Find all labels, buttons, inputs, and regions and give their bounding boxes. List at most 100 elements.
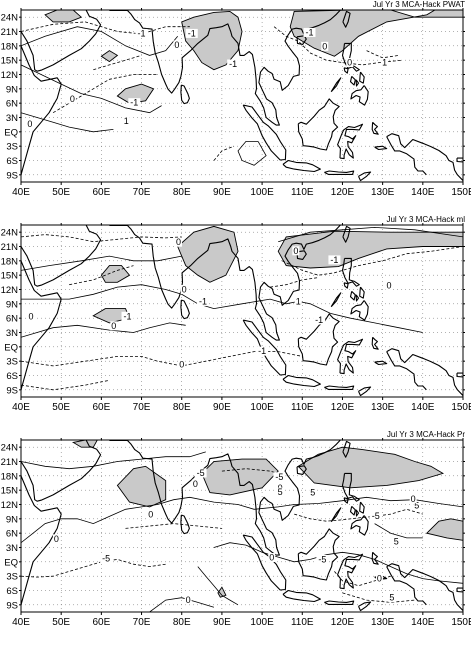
y-tick-label: 15N: [1, 486, 19, 497]
x-tick-label: 110E: [291, 617, 314, 628]
shaded-regions: [92, 225, 463, 324]
map-panel-pr: Jul Yr 3 MCA-Hack Pr -5-505505000-50-5-5…: [0, 430, 471, 645]
coastline: [355, 509, 360, 517]
coastline: [109, 10, 341, 126]
axes: 40E 50E 60E 70E 80E 90E 100E 110E 120E 130E 140E 15…: [1, 8, 471, 198]
contour-label-bg: [413, 500, 421, 510]
contour-label-bg: [175, 237, 183, 247]
coastline: [386, 348, 463, 397]
contour-dashed: [21, 21, 190, 35]
coastline: [180, 84, 190, 105]
contour-label: 0: [27, 119, 32, 129]
contour-label-bg: [392, 536, 400, 546]
shaded-region: [100, 265, 131, 283]
coastline: [21, 225, 102, 287]
contour-solid: [278, 226, 463, 243]
y-tick-label: 9S: [6, 170, 18, 181]
y-tick-label: 3N: [6, 328, 18, 339]
coastline: [386, 351, 427, 391]
contour-label-bg: [185, 28, 198, 38]
contour-label-bg: [316, 554, 329, 564]
contour-solid: [237, 141, 267, 166]
contour-label: -5: [318, 554, 326, 564]
contour-solid: [21, 322, 186, 338]
coastline: [21, 440, 102, 502]
contour-label-bg: [180, 285, 188, 294]
contour-label: 5: [394, 536, 399, 546]
contour-dashed: [270, 277, 319, 288]
contour-label-bg: [194, 468, 207, 478]
contour-label: 0: [387, 281, 392, 291]
coastline: [342, 225, 351, 243]
panel-title: Jul Yr 3 MCA-Hack PWAT: [372, 0, 465, 9]
coastline: [330, 77, 342, 93]
coastline: [324, 170, 355, 175]
coastline: [358, 601, 372, 612]
y-tick-label: 6S: [6, 586, 18, 597]
y-tick-label: 12N: [1, 285, 19, 296]
shaded-region: [100, 50, 119, 63]
y-tick-label: 9S: [6, 600, 18, 611]
coastline: [341, 257, 360, 287]
contour-label-bg: [292, 246, 300, 256]
map-svg: -5-505505000-50-5-5500540E50E60E70E80E90…: [1, 438, 471, 628]
contour-label: -5: [102, 553, 110, 563]
coastline: [282, 159, 321, 173]
y-tick-label: 9N: [6, 514, 18, 525]
contour-label: 0: [186, 595, 191, 605]
coastline: [296, 465, 307, 475]
x-tick-label: 140E: [411, 617, 435, 628]
contour-label-bg: [178, 360, 186, 370]
contour-solid: [21, 255, 182, 271]
coastline: [337, 553, 364, 590]
x-tick-label: 50E: [52, 187, 70, 198]
x-tick-label: 70E: [133, 617, 151, 628]
coastline: [456, 587, 463, 593]
x-tick-label: 150E: [451, 402, 471, 413]
coastline: [242, 534, 287, 591]
shaded-regions: [71, 440, 463, 598]
x-tick-label: 60E: [92, 402, 110, 413]
contour-label: 0: [54, 534, 59, 544]
y-tick-label: 3S: [6, 572, 18, 583]
shaded-regions: [44, 10, 463, 104]
coastline: [386, 136, 427, 176]
contour-labels: 0 0 -1 0 -1 1 -1 0 0 -1 0 0 -1: [27, 237, 393, 370]
coastline: [342, 10, 351, 28]
shaded-region: [297, 446, 445, 489]
contour-label: -1: [229, 59, 237, 69]
contour-lines: [21, 21, 403, 166]
coastline: [296, 250, 307, 260]
x-tick-label: 70E: [133, 187, 151, 198]
contour-label: 0: [179, 360, 184, 370]
coastline: [371, 121, 379, 135]
coastline: [349, 506, 356, 516]
coastline: [282, 589, 321, 603]
contour-label-bg: [346, 58, 354, 68]
x-tick-label: 80E: [173, 402, 191, 413]
y-tick-label: 6N: [6, 99, 18, 110]
coastline: [342, 440, 351, 458]
x-tick-label: 80E: [173, 187, 191, 198]
coastline: [330, 292, 342, 308]
x-tick-label: 110E: [291, 402, 314, 413]
shaded-region: [181, 10, 243, 71]
x-tick-label: 100E: [250, 402, 274, 413]
coastline: [456, 157, 463, 163]
coastline: [359, 71, 365, 84]
shaded-region: [177, 225, 239, 283]
panel-title: Jul Yr 3 MCA-Hack ml: [386, 215, 465, 224]
x-tick-label: 150E: [451, 617, 471, 628]
contour-label: -1: [330, 255, 338, 265]
contour-label: 1: [124, 116, 129, 126]
axes: 40E 50E 60E 70E 80E 90E 100E 110E 120E 130E 140E 15…: [1, 223, 471, 413]
y-tick-label: 3S: [6, 357, 18, 368]
coastline: [21, 260, 62, 390]
coastline: [324, 600, 355, 605]
map-frame: [20, 9, 464, 183]
coastline: [374, 360, 388, 366]
y-tick-label: EQ: [4, 342, 18, 353]
contour-solid: [374, 523, 423, 539]
contour-label: -5: [275, 472, 283, 482]
contour-label: -1: [305, 27, 313, 37]
